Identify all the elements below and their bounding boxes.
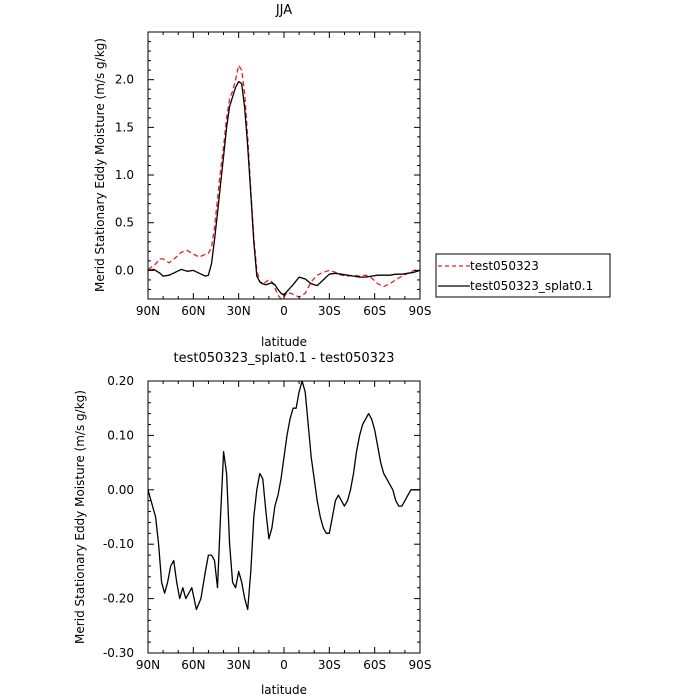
top-series-line-1	[147, 64, 421, 300]
top-plot-area	[147, 64, 421, 300]
bottom-y-tick-label: -0.20	[103, 592, 134, 606]
bottom-y-tick-label: -0.30	[103, 646, 134, 660]
top-x-tick-label: 60S	[363, 304, 386, 318]
bottom-plot-frame	[147, 380, 421, 654]
legend-label-series-1: test050323	[470, 259, 539, 273]
top-x-tick-label: 60N	[181, 304, 205, 318]
top-y-tick-label: 0.0	[115, 263, 134, 277]
top-y-axis-label: Merid Stationary Eddy Moisture (m/s g/kg…	[93, 38, 107, 292]
top-x-tick-label: 30S	[318, 304, 341, 318]
bottom-panel: test050323_splat0.1 - test050323 90N 60N 3…	[73, 351, 431, 697]
top-y-tick-label: 2.0	[115, 73, 134, 87]
top-x-tick-label: 30N	[227, 304, 251, 318]
bottom-x-tick-label: 30S	[318, 658, 341, 672]
bottom-series-line-1	[147, 380, 420, 611]
top-plot-frame	[147, 31, 421, 300]
top-y-tick-label: 1.5	[115, 120, 134, 134]
legend-label-series-2: test050323_splat0.1	[470, 279, 593, 293]
bottom-y-tick-label: 0.10	[107, 428, 134, 442]
bottom-y-tick-label: -0.10	[103, 537, 134, 551]
bottom-y-tick-label: 0.00	[107, 483, 134, 497]
bottom-x-tick-label: 60N	[181, 658, 205, 672]
bottom-x-tick-label: 90S	[409, 658, 432, 672]
bottom-chart-title: test050323_splat0.1 - test050323	[173, 351, 394, 366]
top-axis-ticks: 90N 60N 30N 0 30S 60S 90S 0.0 0.5 1.0 1.5 2.0	[115, 31, 432, 318]
top-series-line-2	[147, 80, 421, 296]
legend: test050323 test050323_splat0.1	[435, 253, 611, 298]
legend-box	[435, 253, 611, 298]
top-x-axis-label: latitude	[261, 335, 307, 349]
top-y-tick-label: 1.0	[115, 168, 134, 182]
bottom-plot-area	[147, 380, 420, 611]
top-panel: JJA 90N 60N 30N 0 30S 60S 90S 0.0 0.5 1.0 1.5 2.0 l…	[93, 3, 611, 349]
top-x-tick-label: 0	[280, 304, 288, 318]
bottom-y-tick-label: 0.20	[107, 374, 134, 388]
bottom-x-tick-label: 0	[280, 658, 288, 672]
top-x-tick-label: 90N	[136, 304, 160, 318]
bottom-x-axis-label: latitude	[261, 683, 307, 697]
bottom-x-tick-label: 60S	[363, 658, 386, 672]
bottom-x-tick-label: 30N	[227, 658, 251, 672]
top-chart-title: JJA	[275, 3, 292, 18]
bottom-x-tick-label: 90N	[136, 658, 160, 672]
bottom-y-axis-label: Merid Stationary Eddy Moisture (m/s g/kg…	[73, 390, 87, 644]
top-x-tick-label: 90S	[409, 304, 432, 318]
bottom-axis-ticks: 90N 60N 30N 0 30S 60S 90S -0.30 -0.20 -0.10 0.00 0.…	[103, 374, 432, 672]
top-y-tick-label: 0.5	[115, 216, 134, 230]
